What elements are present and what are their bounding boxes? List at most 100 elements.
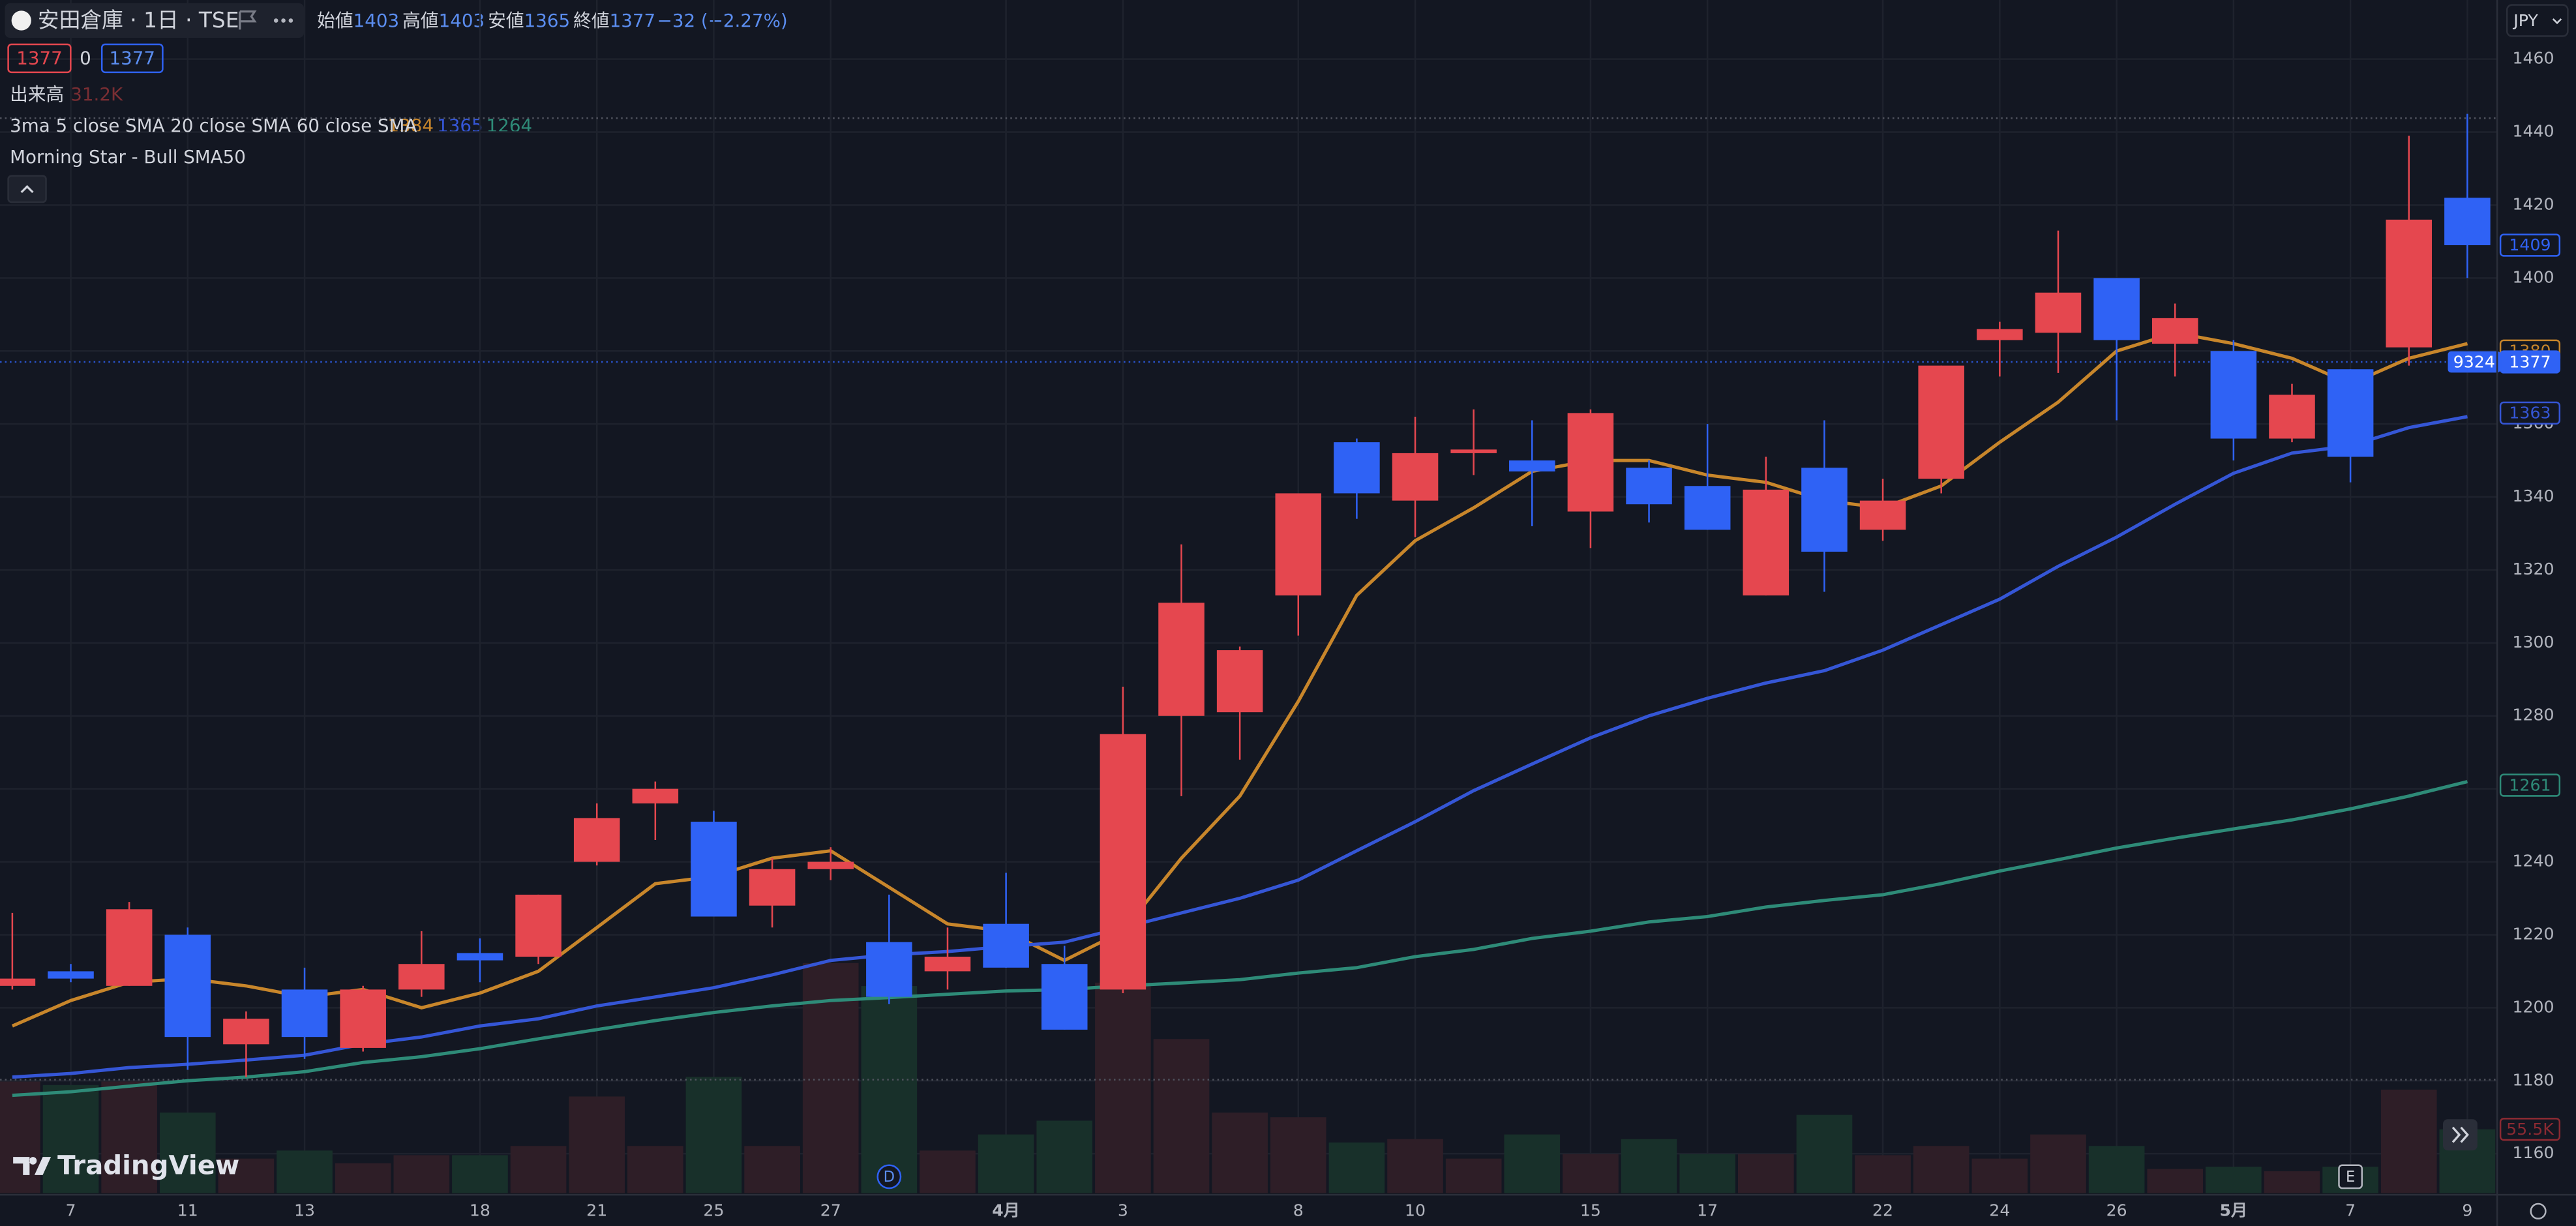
candle-body [807,861,854,869]
symbol-title: 安田倉庫 · 1日 · TSE [38,8,239,33]
volume-last-label: 55.5K [2506,1120,2554,1139]
volume-bar [1796,1114,1853,1193]
volume-bar [218,1158,275,1193]
price-tag: 1409 [2509,235,2551,254]
candle-body [2386,219,2433,348]
x-tick-label: 10 [1405,1201,1426,1219]
y-tick-label: 1440 [2512,122,2554,141]
y-tick-label: 1180 [2512,1070,2554,1089]
spread: 0 [80,48,91,69]
flag-icon[interactable] [239,10,257,30]
x-tick-label: 4月 [992,1201,1020,1219]
candle-body [281,989,328,1038]
x-tick-label: 5月 [2220,1201,2248,1219]
sma-line [12,415,2468,1079]
scroll-icon [2451,1126,2469,1143]
collapse-button[interactable] [7,175,47,203]
x-tick-label: 24 [1989,1201,2010,1219]
candle-body [2327,369,2374,457]
volume-bar [1387,1139,1443,1193]
y-tick-label: 1300 [2512,633,2554,651]
sma-last-label: 1363 [2509,404,2551,423]
buy-box[interactable] [100,43,164,74]
currency-box[interactable] [2506,4,2569,37]
candle-body [749,869,796,906]
volume-bar [685,1077,742,1193]
volume-bar [1679,1154,1736,1193]
y-tick-label: 1160 [2512,1143,2554,1162]
volume-bar [452,1155,508,1193]
candle-body [2093,278,2140,340]
y-tick-label: 1400 [2512,267,2554,286]
volume-bar [0,1081,40,1193]
candle-body [515,894,562,957]
symbol-box[interactable] [5,3,305,38]
candle-body [1567,413,1614,512]
y-tick-label: 1280 [2512,706,2554,725]
candle-body [573,818,620,862]
volume-bar [1153,1039,1210,1193]
candle-body [164,934,211,1038]
brand: TradingView [57,1150,239,1180]
volume-bar [627,1146,683,1193]
candle-body [1509,460,1555,471]
ohlc-value: 1365 [524,10,571,31]
ohlc-label: 安値 [488,10,524,31]
volume-bar [1737,1154,1794,1193]
candle-body [2035,292,2082,333]
volume-bar [2147,1169,2204,1193]
x-tick-label: 9 [2462,1201,2472,1219]
settings-icon[interactable] [2530,1203,2547,1219]
y-tick-label: 1220 [2512,924,2554,943]
volume-bar [1445,1158,1502,1193]
volume-last-label-box [2499,1118,2561,1141]
brand-logo [13,1157,52,1175]
ohlc-value: 1403 [439,10,485,31]
countdown-box [2448,351,2501,373]
candle-body [2269,395,2315,439]
candle-body [1743,489,1790,596]
candle-body [223,1019,269,1045]
sell-box[interactable] [7,43,72,74]
volume-value: 31.2K [70,83,123,105]
x-tick-label: 3 [1118,1201,1128,1219]
x-tick-label: 21 [586,1201,607,1219]
x-tick-label: 7 [2345,1201,2356,1219]
sma-last-label-box [2499,773,2561,797]
candle-body [48,971,94,979]
sma-last-label-box [2499,401,2561,425]
event-label: E [2346,1169,2355,1186]
candle-body [1158,603,1205,716]
volume-bar [510,1146,567,1193]
volume-bar [1095,982,1151,1193]
x-tick-label: 22 [1872,1201,1893,1219]
volume-bar [2030,1134,2086,1193]
more-icon[interactable] [273,18,293,23]
candle-body [1334,442,1380,494]
y-tick-label: 1420 [2512,194,2554,213]
volume-bar [920,1150,976,1193]
volume-bar [2088,1146,2145,1193]
currency-chevron [2552,18,2562,25]
volume-bar [1212,1113,1268,1193]
sma-line [11,331,2468,1028]
candle-body [106,909,153,986]
sma-last-label: 1261 [2509,775,2551,794]
candle-body [1626,468,1672,505]
ohlc-label: 高値 [402,10,438,31]
candle-body [924,957,971,972]
volume-bar [1855,1155,1911,1193]
volume-bar [744,1146,800,1193]
candle-body [1977,329,2023,340]
candle-body [1275,493,1322,596]
volume-bar [2264,1171,2320,1193]
volume-bar [2380,1089,2437,1193]
candle-body [1801,468,1848,552]
x-tick-label: 27 [820,1201,841,1219]
volume-bar [569,1096,625,1193]
sma-line [12,780,2468,1098]
volume-bar [1621,1139,1677,1193]
volume-bar [802,963,859,1193]
candle-body [457,953,503,961]
